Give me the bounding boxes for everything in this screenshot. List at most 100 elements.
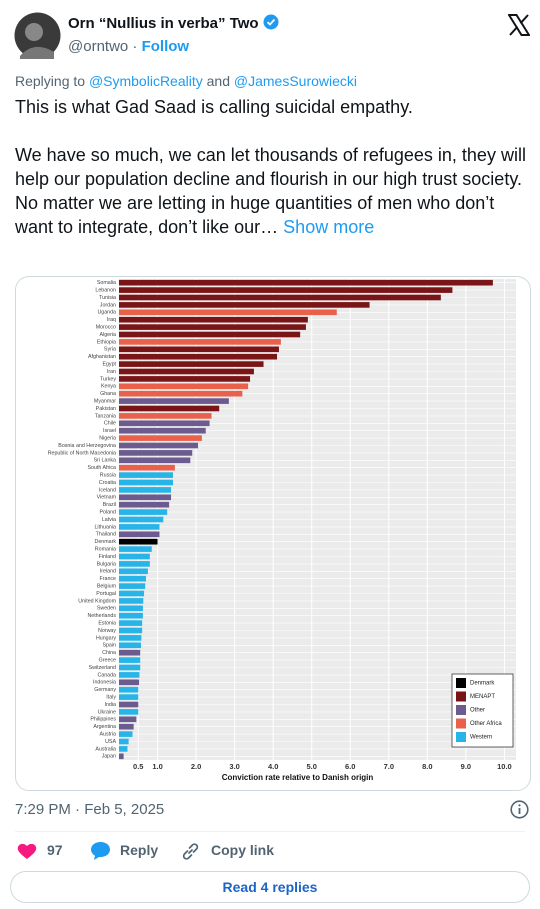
- y-tick-label: Japan: [102, 754, 116, 760]
- y-tick-label: Poland: [100, 510, 117, 516]
- y-tick-label: Chile: [104, 421, 116, 427]
- bar: [119, 679, 140, 686]
- reply-button[interactable]: Reply: [120, 842, 159, 858]
- paragraph-text: We have so much, we can let thousands of…: [15, 145, 526, 237]
- x-tick-label: 0.5: [133, 762, 143, 771]
- bar: [119, 694, 139, 700]
- info-icon[interactable]: [510, 800, 529, 819]
- conjunction: and: [206, 73, 230, 89]
- y-tick-label: Philippines: [90, 717, 116, 723]
- verified-badge: [263, 14, 279, 30]
- y-tick-label: Indonesia: [93, 680, 116, 686]
- bar: [119, 524, 160, 530]
- bar: [119, 642, 141, 649]
- x-tick-label: 7.0: [384, 762, 394, 771]
- bar: [119, 383, 249, 390]
- x-tick-label: 10.0: [497, 762, 512, 771]
- y-tick-label: United Kingdom: [78, 598, 116, 604]
- y-tick-label: Jordan: [100, 302, 116, 308]
- bar: [119, 331, 301, 338]
- reply-context: Replying to @SymbolicReality and @JamesS…: [15, 73, 357, 89]
- bar: [119, 709, 139, 715]
- paragraph: We have so much, we can let thousands of…: [15, 143, 527, 239]
- read-replies-button[interactable]: Read 4 replies: [10, 871, 530, 903]
- bar: [119, 583, 146, 589]
- divider: [15, 831, 525, 832]
- show-more[interactable]: Show more: [283, 217, 375, 237]
- handle-line: @orntwo · Follow: [68, 38, 189, 55]
- like-count[interactable]: 97: [47, 842, 63, 858]
- bar: [119, 635, 142, 641]
- bar: [119, 405, 220, 412]
- bar: [119, 353, 278, 360]
- bar: [119, 494, 172, 501]
- legend-swatch: [456, 691, 466, 702]
- y-tick-label: Norway: [98, 628, 116, 634]
- bar: [119, 368, 254, 375]
- bar: [119, 420, 210, 427]
- display-name-text[interactable]: Orn “Nullius in verba” Two: [68, 15, 259, 32]
- legend-swatch: [456, 732, 466, 742]
- avatar[interactable]: [14, 12, 61, 59]
- y-tick-label: Denmark: [95, 539, 117, 545]
- bar: [119, 435, 202, 441]
- bar: [119, 457, 191, 464]
- y-tick-label: Pakistan: [96, 406, 116, 412]
- bar: [119, 450, 193, 456]
- x-tick-label: 1.0: [152, 762, 162, 771]
- media[interactable]: 0.5 1.0 2.0 3.0 4.0 5.0 6.0 7.0 8.0 9.0 10.0 Somali…: [15, 276, 531, 791]
- bar: [119, 612, 143, 619]
- bar: [119, 339, 281, 345]
- display-name[interactable]: Orn “Nullius in verba” Two: [68, 14, 279, 32]
- bar: [119, 568, 148, 575]
- y-tick-label: Switzerland: [89, 665, 116, 671]
- bar: [119, 487, 172, 493]
- paragraph: This is what Gad Saad is calling suicida…: [15, 97, 413, 117]
- y-tick-label: Greece: [99, 658, 116, 664]
- bar: [119, 753, 124, 760]
- bar: [119, 598, 144, 604]
- y-tick-label: Ghana: [100, 391, 116, 397]
- y-tick-label: Spain: [102, 643, 116, 649]
- chart: 0.5 1.0 2.0 3.0 4.0 5.0 6.0 7.0 8.0 9.0 10.0 Somali…: [48, 279, 516, 782]
- bar: [119, 442, 199, 449]
- copy-link-button[interactable]: Copy link: [211, 842, 275, 858]
- handle[interactable]: @orntwo: [68, 38, 129, 55]
- y-tick-label: Kenya: [101, 384, 116, 390]
- bar: [119, 287, 453, 293]
- legend-label: Denmark: [470, 681, 495, 687]
- y-tick-label: Egypt: [102, 362, 116, 368]
- y-tick-label: Turkey: [100, 376, 116, 382]
- legend-label: Western: [470, 735, 492, 741]
- timestamp[interactable]: 7:29 PM · Feb 5, 2025: [15, 801, 165, 818]
- x-tick-label: 5.0: [306, 762, 316, 771]
- legend-label: MENAPT: [470, 694, 495, 700]
- mention[interactable]: @JamesSurowiecki: [233, 73, 358, 89]
- y-tick-label: Nigeria: [99, 436, 116, 442]
- y-tick-label: Afghanistan: [88, 354, 116, 360]
- follow-button[interactable]: Follow: [141, 38, 190, 55]
- y-tick-label: Latvia: [102, 517, 116, 523]
- y-tick-label: Ethiopia: [97, 339, 116, 345]
- y-tick-label: Iceland: [99, 487, 116, 493]
- reply-icon[interactable]: [90, 841, 111, 861]
- bar: [119, 479, 173, 486]
- bar: [119, 605, 143, 612]
- bar: [119, 472, 173, 478]
- bar: [119, 672, 140, 678]
- y-tick-label: Tunisia: [99, 295, 116, 301]
- link-icon[interactable]: [181, 842, 200, 861]
- legend-label: Other Africa: [470, 721, 502, 727]
- bar: [119, 294, 441, 301]
- x-logo[interactable]: [508, 14, 530, 36]
- mention[interactable]: @SymbolicReality: [88, 73, 203, 89]
- like-icon[interactable]: [17, 842, 37, 860]
- bar: [119, 575, 146, 582]
- legend-label: Other: [470, 708, 485, 714]
- y-tick-label: Lebanon: [95, 288, 116, 294]
- y-tick-label: Australia: [95, 746, 116, 752]
- y-tick-label: Israel: [103, 428, 116, 434]
- y-tick-label: France: [100, 576, 117, 582]
- bar: [119, 346, 279, 353]
